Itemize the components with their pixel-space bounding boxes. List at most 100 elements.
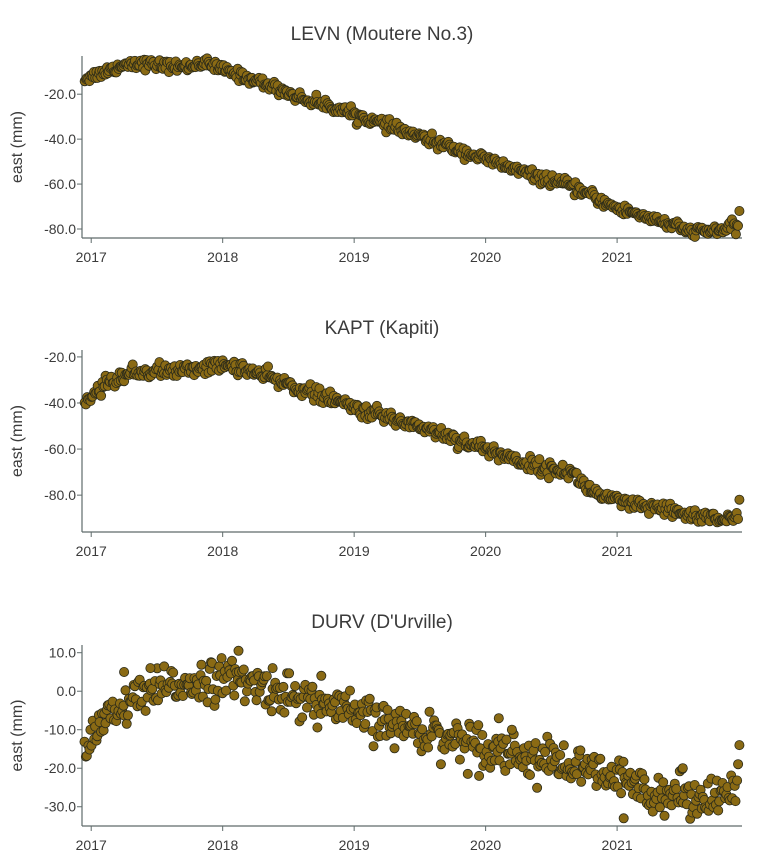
data-point (251, 695, 262, 706)
data-point (266, 706, 277, 717)
x-tick-label: 2019 (339, 543, 370, 559)
y-tick-label: 0.0 (57, 683, 77, 699)
data-point (454, 754, 465, 765)
y-tick-label: -10.0 (44, 722, 76, 738)
y-tick-label: 10.0 (49, 645, 76, 661)
data-point (435, 759, 446, 770)
y-tick-label: -20.0 (44, 86, 76, 102)
x-tick-label: 2021 (602, 837, 633, 853)
data-point (532, 782, 543, 793)
data-point (618, 756, 629, 767)
x-tick-label: 2018 (207, 837, 238, 853)
data-point (500, 765, 511, 776)
data-point (279, 707, 290, 718)
data-point (575, 745, 586, 756)
x-tick-label: 2021 (602, 543, 633, 559)
x-tick-label: 2020 (470, 249, 501, 265)
x-tick-label: 2019 (339, 837, 370, 853)
chart-title: KAPT (Kapiti) (325, 318, 440, 339)
scatter-series (79, 355, 745, 528)
data-point (477, 730, 488, 741)
data-point (555, 750, 566, 761)
data-point (229, 690, 240, 701)
y-tick-label: -80.0 (44, 221, 76, 237)
data-point (734, 740, 745, 751)
data-point (734, 205, 745, 216)
y-tick-label: -60.0 (44, 441, 76, 457)
data-point (120, 685, 131, 696)
data-point (730, 796, 741, 807)
data-point (140, 705, 151, 716)
data-point (238, 664, 249, 675)
data-point (540, 747, 551, 758)
data-point (159, 661, 170, 672)
y-axis-label: east (mm) (9, 700, 26, 772)
data-point (364, 693, 375, 704)
data-point (713, 805, 724, 816)
data-point (145, 663, 156, 674)
data-point (368, 741, 379, 752)
data-point (659, 810, 670, 821)
data-point (616, 788, 627, 799)
data-point (226, 655, 237, 666)
data-point (462, 768, 473, 779)
x-tick-label: 2018 (207, 249, 238, 265)
x-tick-label: 2017 (76, 249, 107, 265)
x-tick-label: 2017 (76, 837, 107, 853)
data-point (233, 645, 244, 656)
data-point (618, 813, 629, 824)
y-tick-label: -60.0 (44, 176, 76, 192)
data-point (261, 671, 272, 682)
data-point (525, 770, 536, 781)
data-point (639, 774, 650, 785)
data-point (122, 710, 133, 721)
data-point (732, 775, 743, 786)
y-axis-label: east (mm) (9, 405, 26, 477)
data-point (474, 770, 485, 781)
chart-panel: DURV (D'Urville) east (mm) 10.0 0.0 -10.0 -20… (9, 612, 745, 853)
data-point (301, 702, 312, 713)
data-point (734, 494, 745, 505)
data-point (411, 716, 422, 727)
data-point (267, 663, 278, 674)
data-point (595, 753, 606, 764)
data-point (210, 694, 221, 705)
data-point (168, 667, 179, 678)
data-point (576, 776, 587, 787)
data-point (220, 685, 231, 696)
data-point (216, 653, 227, 664)
data-point (473, 720, 484, 731)
scatter-series (79, 53, 745, 242)
data-point (121, 718, 132, 729)
scatter-series (79, 645, 745, 824)
data-point (493, 713, 504, 724)
data-point (360, 719, 371, 730)
data-point (417, 724, 428, 735)
x-tick-label: 2021 (602, 249, 633, 265)
data-point (501, 734, 512, 745)
y-tick-label: -40.0 (44, 131, 76, 147)
data-point (389, 743, 400, 754)
chart-title: DURV (D'Urville) (311, 612, 453, 633)
x-tick-label: 2018 (207, 543, 238, 559)
data-point (534, 454, 545, 465)
data-point (278, 681, 289, 692)
data-point (677, 763, 688, 774)
data-point (316, 670, 327, 681)
data-point (196, 659, 207, 670)
data-point (730, 229, 741, 240)
data-point (506, 724, 517, 735)
y-axis-label: east (mm) (9, 111, 26, 183)
chart-panel: KAPT (Kapiti) east (mm) -20.0 -40.0 -60.0 -80… (9, 318, 745, 559)
data-point (543, 473, 554, 484)
data-point (733, 220, 744, 231)
data-point (297, 712, 308, 723)
data-point (658, 777, 669, 788)
chart-title: LEVN (Moutere No.3) (291, 24, 474, 45)
data-point (96, 390, 107, 401)
data-point (239, 696, 250, 707)
x-tick-label: 2020 (470, 837, 501, 853)
data-point (119, 667, 130, 678)
data-point (312, 722, 323, 733)
data-point (733, 759, 744, 770)
